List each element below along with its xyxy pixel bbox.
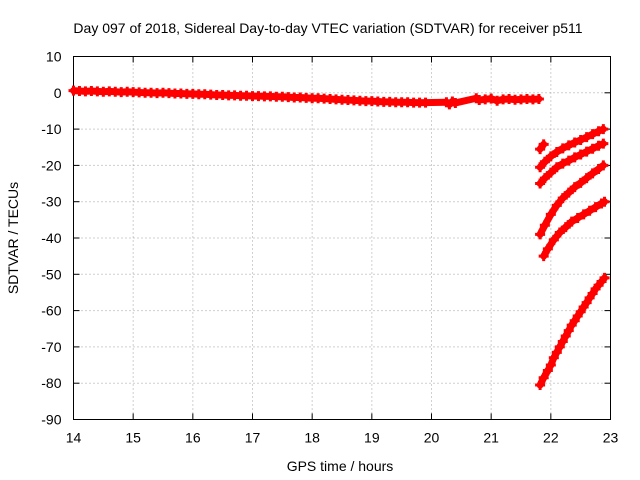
y-tick-label: -50 bbox=[41, 266, 61, 282]
y-tick-label: -70 bbox=[41, 339, 61, 355]
plus-stroke bbox=[533, 93, 544, 104]
plus-stroke bbox=[598, 138, 609, 149]
plus-marker bbox=[533, 93, 544, 104]
y-axis-label: SDTVAR / TECUs bbox=[5, 182, 21, 294]
x-tick-label: 21 bbox=[483, 430, 499, 446]
x-tick-label: 20 bbox=[424, 430, 440, 446]
chart-title: Day 097 of 2018, Sidereal Day-to-day VTE… bbox=[73, 20, 582, 36]
y-tick-labels: 10 0 -10 -20 -30 -40 -50 -60 -70 -80 -90 bbox=[41, 49, 61, 428]
plus-stroke bbox=[599, 272, 610, 283]
plus-stroke bbox=[538, 139, 549, 150]
x-tick-label: 23 bbox=[603, 430, 619, 446]
y-tick-label: -30 bbox=[41, 194, 61, 210]
x-tick-label: 19 bbox=[364, 430, 380, 446]
plus-marker bbox=[599, 272, 610, 283]
plus-marker bbox=[599, 196, 610, 207]
y-tick-label: -60 bbox=[41, 303, 61, 319]
plus-marker bbox=[598, 124, 609, 135]
plus-stroke bbox=[598, 124, 609, 135]
data-points bbox=[68, 85, 610, 391]
x-tick-label: 15 bbox=[125, 430, 141, 446]
y-tick-label: -90 bbox=[41, 412, 61, 428]
x-tick-label: 22 bbox=[543, 430, 559, 446]
plus-stroke bbox=[598, 160, 609, 171]
plus-marker bbox=[538, 139, 549, 150]
y-tick-label: 10 bbox=[46, 49, 62, 65]
y-tick-label: 0 bbox=[54, 85, 62, 101]
grid-lines bbox=[73, 56, 611, 420]
x-tick-label: 16 bbox=[185, 430, 201, 446]
x-tick-labels: 14 15 16 17 18 19 20 21 22 23 bbox=[66, 430, 619, 446]
plus-marker bbox=[598, 138, 609, 149]
x-tick-label: 18 bbox=[304, 430, 320, 446]
plus-stroke bbox=[599, 196, 610, 207]
x-axis-label: GPS time / hours bbox=[287, 458, 394, 474]
plus-marker bbox=[598, 160, 609, 171]
y-tick-label: -80 bbox=[41, 375, 61, 391]
y-tick-label: -20 bbox=[41, 157, 61, 173]
axis-ticks bbox=[73, 56, 611, 420]
x-tick-label: 17 bbox=[245, 430, 261, 446]
y-tick-label: -10 bbox=[41, 121, 61, 137]
x-tick-label: 14 bbox=[66, 430, 82, 446]
y-tick-label: -40 bbox=[41, 230, 61, 246]
